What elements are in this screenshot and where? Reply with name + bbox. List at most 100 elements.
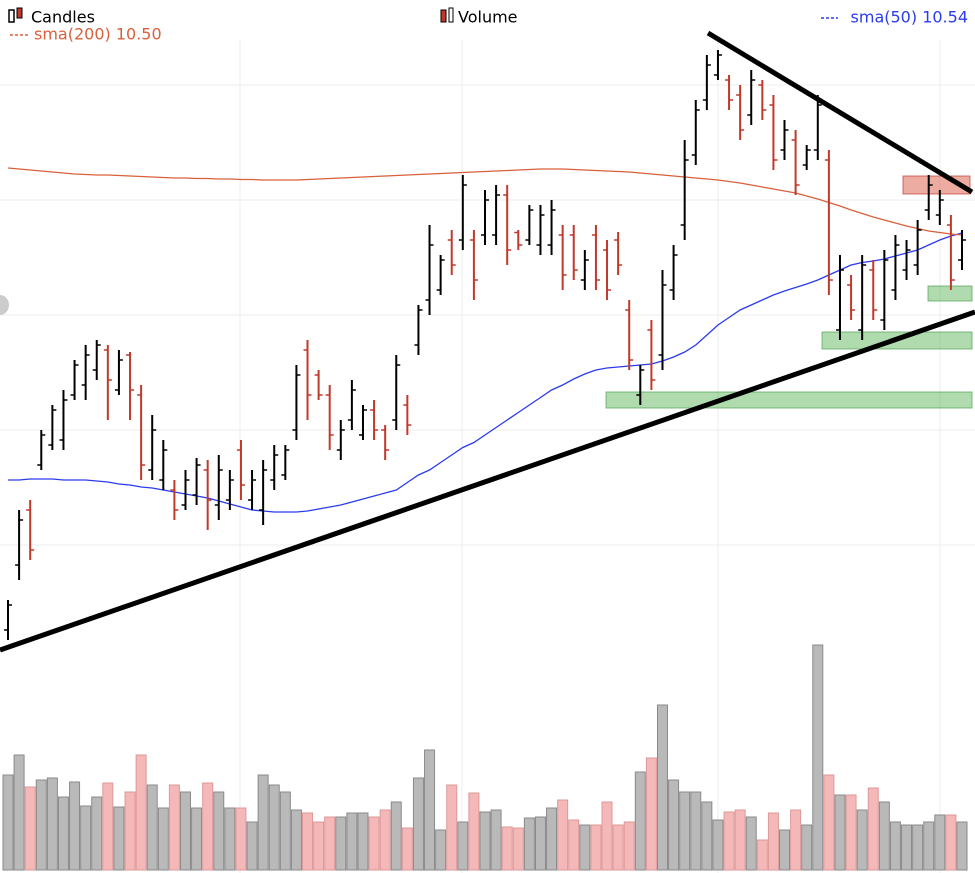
- volume-bar: [590, 824, 602, 871]
- volume-bar: [568, 819, 580, 871]
- volume-bar: [35, 779, 47, 871]
- volume-bar: [80, 805, 92, 871]
- volume-bar: [46, 777, 58, 871]
- legend-label: sma(50) 10.54: [851, 8, 968, 27]
- volume-bar: [546, 807, 558, 871]
- volume-bar: [357, 812, 369, 871]
- volume-bar: [379, 809, 391, 871]
- legend-label: Volume: [458, 8, 518, 27]
- volume-bar: [767, 812, 779, 871]
- volume-bar: [634, 771, 646, 871]
- volume-bar: [91, 796, 103, 871]
- volume-bar: [168, 784, 180, 871]
- legend: Candles Volume sma(50) 10.54 sma(200) 10…: [8, 7, 968, 44]
- volume-bar: [834, 794, 846, 871]
- volume-bar: [401, 827, 413, 871]
- volume-bar: [923, 821, 935, 871]
- volume-bar: [601, 801, 613, 871]
- volume-bar: [867, 787, 879, 871]
- volume-bar: [124, 791, 136, 871]
- volume-bar: [901, 824, 913, 871]
- volume-bar: [13, 754, 25, 871]
- volume-bar: [668, 779, 680, 871]
- volume-bar: [912, 824, 924, 871]
- volume-bar: [224, 807, 236, 871]
- volume-bar: [113, 806, 125, 871]
- volume-bar: [368, 816, 380, 871]
- volume-layer: [2, 644, 968, 871]
- volume-bar: [823, 774, 835, 871]
- candle-layer: [4, 50, 966, 640]
- candle-icon: [8, 7, 23, 23]
- volume-bar: [424, 749, 436, 871]
- volume-bar: [24, 786, 36, 871]
- volume-bar: [579, 824, 591, 871]
- volume-bar: [712, 819, 724, 871]
- volume-bar: [534, 816, 546, 871]
- volume-bar: [435, 829, 447, 871]
- volume-bar: [257, 774, 269, 871]
- volume-bar: [446, 784, 458, 871]
- volume-bar: [2, 774, 14, 871]
- volume-bar: [945, 814, 957, 871]
- volume-bar: [135, 754, 147, 871]
- volume-bar: [779, 829, 791, 871]
- volume-bar: [102, 782, 114, 871]
- legend-label: Candles: [31, 8, 95, 27]
- volume-bar: [812, 644, 824, 871]
- trendlines: [0, 30, 975, 653]
- trendline: [0, 309, 975, 653]
- volume-bar: [146, 784, 158, 871]
- volume-bar: [335, 816, 347, 871]
- trendline: [706, 30, 974, 195]
- volume-bar: [723, 811, 735, 871]
- volume-bar: [845, 794, 857, 871]
- volume-bar: [157, 807, 169, 871]
- volume-bar: [268, 784, 280, 871]
- volume-bar: [512, 827, 524, 871]
- volume-bar: [290, 809, 302, 871]
- volume-bar: [213, 791, 225, 871]
- volume-bar: [878, 801, 890, 871]
- volume-bar: [324, 816, 336, 871]
- volume-bar: [57, 796, 69, 871]
- volume-bar: [679, 791, 691, 871]
- volume-bar: [412, 777, 424, 871]
- volume-bar: [745, 816, 757, 871]
- volume-bar: [468, 792, 480, 871]
- volume-bar: [69, 781, 81, 871]
- volume-bar: [246, 821, 258, 871]
- volume-bar: [523, 817, 535, 871]
- volume-bar: [235, 807, 247, 871]
- volume-bar: [501, 826, 513, 871]
- volume-bar: [623, 821, 635, 871]
- volume-bar: [889, 821, 901, 871]
- sma-line: [8, 232, 963, 513]
- volume-bar: [690, 791, 702, 871]
- volume-bar: [346, 812, 358, 871]
- support-zone: [605, 391, 973, 409]
- volume-bar: [191, 807, 203, 871]
- volume-bar: [656, 704, 668, 871]
- volume-bar: [302, 812, 314, 871]
- volume-bar: [956, 821, 968, 871]
- volume-bar: [756, 839, 768, 871]
- zones: [605, 175, 973, 409]
- volume-bar: [790, 809, 802, 871]
- volume-bar: [490, 809, 502, 871]
- volume-bar: [934, 814, 946, 871]
- volume-bar: [856, 809, 868, 871]
- volume-bar: [734, 809, 746, 871]
- volume-bar: [645, 757, 657, 871]
- volume-bar: [179, 791, 191, 871]
- volume-bar: [801, 824, 813, 871]
- volume-bar: [390, 801, 402, 871]
- volume-bar: [202, 782, 214, 871]
- volume-bar: [279, 791, 291, 871]
- volume-bar: [612, 824, 624, 871]
- volume-bar: [479, 811, 491, 871]
- volume-bar: [313, 821, 325, 871]
- sma-line: [7, 167, 963, 236]
- volume-bar: [557, 799, 569, 871]
- sma-layer: [7, 167, 963, 513]
